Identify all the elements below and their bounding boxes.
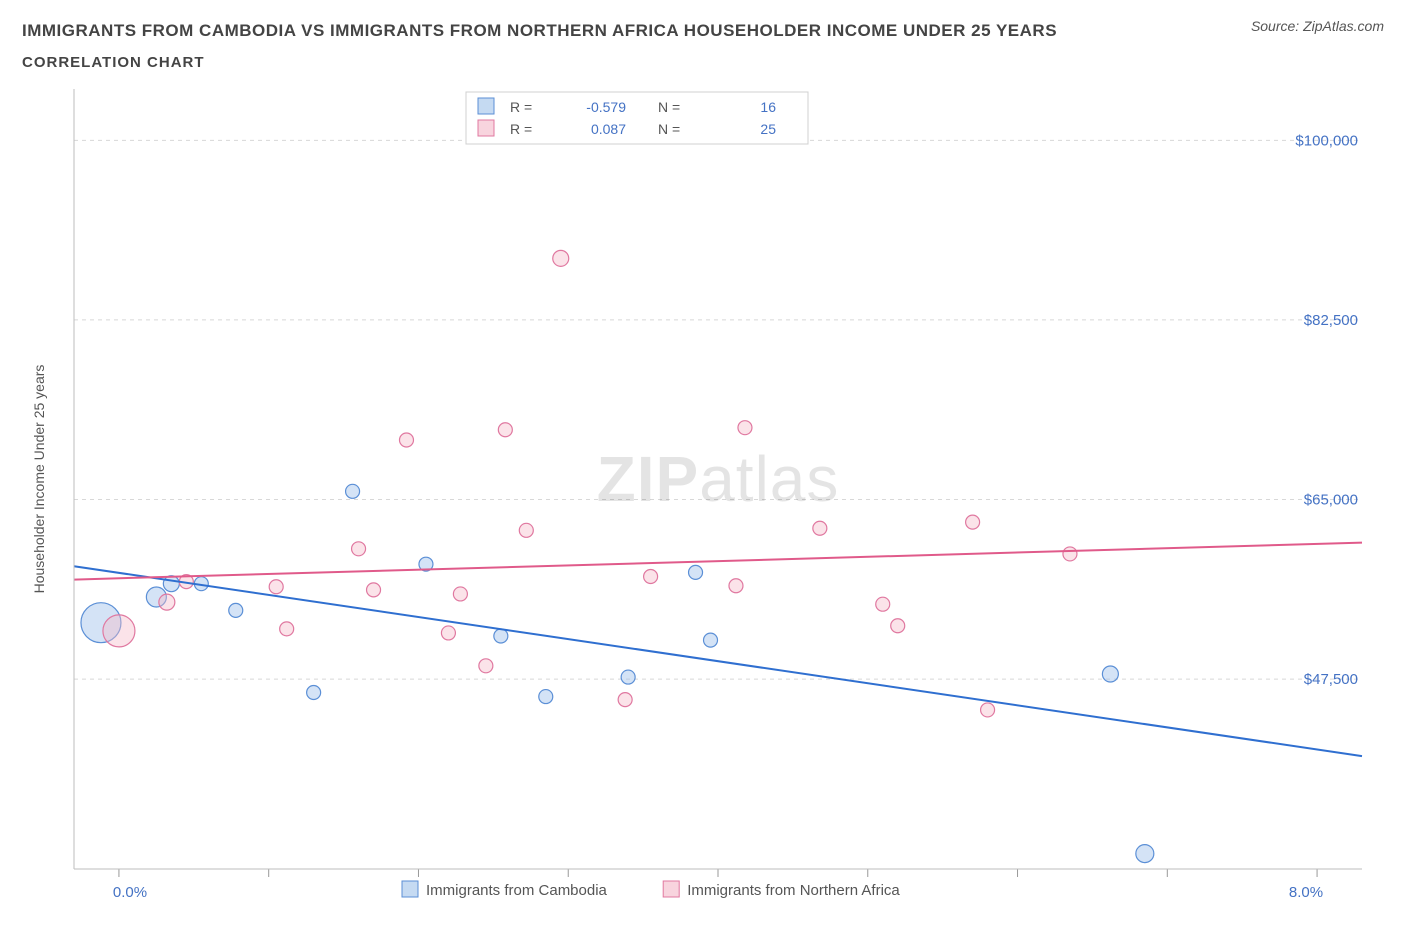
point-northern-africa: [966, 515, 980, 529]
stats-n-label: N =: [658, 121, 680, 137]
stats-swatch-cambodia: [478, 98, 494, 114]
point-cambodia: [163, 575, 179, 591]
point-northern-africa: [498, 422, 512, 436]
point-northern-africa: [981, 702, 995, 716]
point-cambodia: [229, 603, 243, 617]
point-cambodia: [1102, 666, 1118, 682]
legend-label-northern-africa: Immigrants from Northern Africa: [687, 882, 900, 899]
legend-label-cambodia: Immigrants from Cambodia: [426, 882, 608, 899]
point-cambodia: [307, 685, 321, 699]
y-tick-label: $100,000: [1295, 132, 1358, 149]
point-northern-africa: [367, 582, 381, 596]
chart-title: IMMIGRANTS FROM CAMBODIA VS IMMIGRANTS F…: [22, 18, 1057, 44]
point-cambodia: [704, 633, 718, 647]
y-tick-label: $82,500: [1304, 311, 1358, 328]
legend-swatch-northern-africa: [663, 881, 679, 897]
point-northern-africa: [352, 541, 366, 555]
point-northern-africa: [618, 692, 632, 706]
point-northern-africa: [453, 586, 467, 600]
source-attribution: Source: ZipAtlas.com: [1251, 18, 1384, 34]
stats-n-label: N =: [658, 99, 680, 115]
stats-r-value-cambodia: -0.579: [586, 99, 626, 115]
point-northern-africa: [479, 658, 493, 672]
point-cambodia: [346, 484, 360, 498]
point-northern-africa: [729, 578, 743, 592]
point-northern-africa: [269, 579, 283, 593]
watermark: ZIPatlas: [597, 443, 840, 515]
point-cambodia: [689, 565, 703, 579]
x-min-label: 0.0%: [113, 884, 147, 901]
legend-swatch-cambodia: [402, 881, 418, 897]
y-tick-label: $65,000: [1304, 491, 1358, 508]
point-northern-africa: [280, 621, 294, 635]
point-northern-africa: [399, 433, 413, 447]
correlation-chart: $47,500 $65,000 $82,500 $100,000 ZIPatlas 0.0…: [22, 89, 1384, 909]
trendline-cambodia: [74, 566, 1362, 756]
trendline-northern-africa: [74, 542, 1362, 579]
point-northern-africa: [441, 625, 455, 639]
point-northern-africa: [553, 250, 569, 266]
point-cambodia: [539, 689, 553, 703]
stats-r-label: R =: [510, 121, 532, 137]
point-northern-africa: [519, 523, 533, 537]
chart-subtitle: CORRELATION CHART: [22, 54, 1057, 71]
stats-n-value-cambodia: 16: [760, 99, 776, 115]
x-max-label: 8.0%: [1289, 884, 1323, 901]
point-northern-africa: [1063, 546, 1077, 560]
point-cambodia: [494, 629, 508, 643]
point-northern-africa: [891, 618, 905, 632]
point-northern-africa: [644, 569, 658, 583]
point-northern-africa: [738, 420, 752, 434]
stats-r-label: R =: [510, 99, 532, 115]
stats-swatch-northern-africa: [478, 120, 494, 136]
point-northern-africa: [159, 594, 175, 610]
y-tick-label: $47,500: [1304, 671, 1358, 688]
stats-n-value-northern-africa: 25: [760, 121, 776, 137]
point-cambodia: [1136, 844, 1154, 862]
stats-r-value-northern-africa: 0.087: [591, 121, 626, 137]
point-cambodia: [621, 670, 635, 684]
point-northern-africa: [103, 614, 135, 646]
chart-svg: $47,500 $65,000 $82,500 $100,000 ZIPatlas 0.0…: [22, 89, 1384, 909]
point-northern-africa: [813, 521, 827, 535]
point-northern-africa: [876, 597, 890, 611]
y-axis-title: Householder Income Under 25 years: [31, 364, 47, 593]
